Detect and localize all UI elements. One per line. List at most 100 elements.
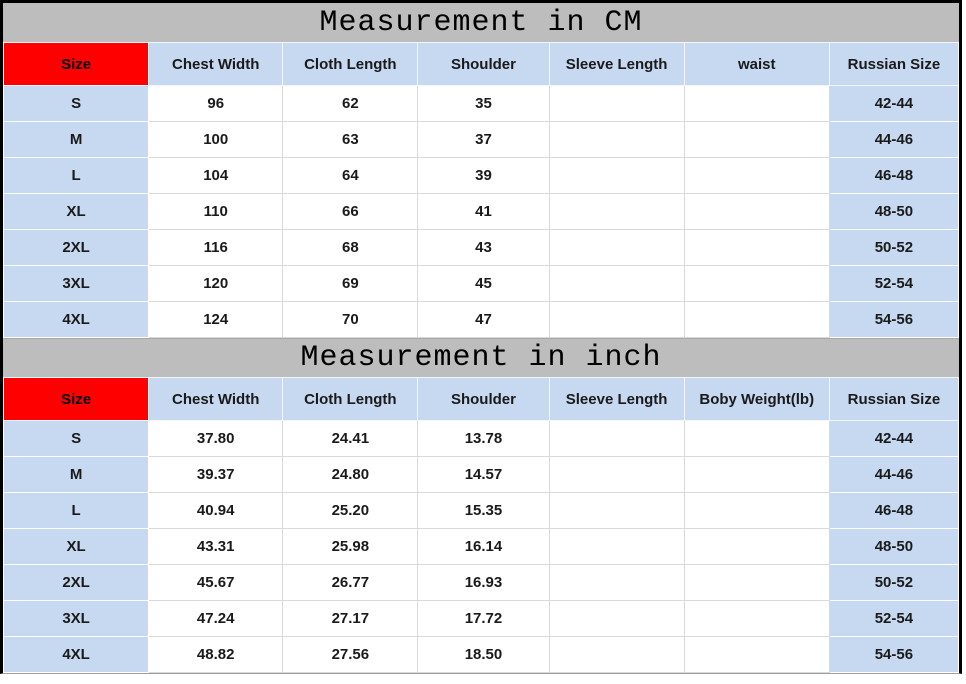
value-cell: 124 (148, 301, 284, 338)
value-cell: 64 (282, 157, 419, 194)
size-cell: 3XL (2, 600, 150, 637)
column-header: Sleeve Length (548, 42, 685, 86)
russian-size-cell: 46-48 (828, 157, 960, 194)
russian-size-cell: 50-52 (828, 564, 960, 601)
value-cell (683, 420, 830, 457)
value-cell: 27.17 (282, 600, 419, 637)
value-cell: 69 (282, 265, 419, 302)
size-cell: XL (2, 528, 150, 565)
value-cell (683, 456, 830, 493)
russian-size-cell: 52-54 (828, 600, 960, 637)
table-row: S 37.80 24.41 13.78 42-44 (2, 420, 960, 457)
value-cell: 47.24 (148, 600, 284, 637)
value-cell: 16.14 (417, 528, 550, 565)
value-cell (683, 265, 830, 302)
value-cell: 70 (282, 301, 419, 338)
value-cell: 45.67 (148, 564, 284, 601)
value-cell: 26.77 (282, 564, 419, 601)
column-header: Cloth Length (282, 377, 419, 421)
value-cell: 17.72 (417, 600, 550, 637)
size-cell: M (2, 456, 150, 493)
value-cell: 110 (148, 193, 284, 230)
russian-size-cell: 54-56 (828, 301, 960, 338)
value-cell: 37 (417, 121, 550, 158)
column-header: waist (683, 42, 830, 86)
value-cell (548, 85, 685, 122)
table-row: 3XL 120 69 45 52-54 (2, 265, 960, 302)
table-row: 3XL 47.24 27.17 17.72 52-54 (2, 600, 960, 637)
russian-size-cell: 42-44 (828, 420, 960, 457)
table-row: S 96 62 35 42-44 (2, 85, 960, 122)
value-cell: 62 (282, 85, 419, 122)
value-cell (548, 193, 685, 230)
value-cell (548, 301, 685, 338)
value-cell: 14.57 (417, 456, 550, 493)
table-row: L 104 64 39 46-48 (2, 157, 960, 194)
size-cell: 2XL (2, 229, 150, 266)
inch-measurement-table: Size Chest Width Cloth Length Shoulder Sleev… (2, 377, 960, 673)
table-row: M 100 63 37 44-46 (2, 121, 960, 158)
value-cell: 16.93 (417, 564, 550, 601)
value-cell: 41 (417, 193, 550, 230)
russian-size-cell: 52-54 (828, 265, 960, 302)
size-cell: L (2, 157, 150, 194)
value-cell: 48.82 (148, 636, 284, 673)
size-column-header: Size (2, 42, 150, 86)
value-cell (548, 528, 685, 565)
value-cell: 43.31 (148, 528, 284, 565)
value-cell (548, 492, 685, 529)
value-cell: 120 (148, 265, 284, 302)
value-cell (548, 636, 685, 673)
value-cell: 104 (148, 157, 284, 194)
column-header: Shoulder (417, 42, 550, 86)
size-cell: XL (2, 193, 150, 230)
value-cell: 25.20 (282, 492, 419, 529)
value-cell: 116 (148, 229, 284, 266)
column-header: Shoulder (417, 377, 550, 421)
table-row: 4XL 124 70 47 54-56 (2, 301, 960, 338)
cm-table-title: Measurement in CM (3, 3, 959, 42)
value-cell: 13.78 (417, 420, 550, 457)
value-cell: 100 (148, 121, 284, 158)
table-row: 2XL 116 68 43 50-52 (2, 229, 960, 266)
inch-table-title: Measurement in inch (3, 338, 959, 377)
russian-size-cell: 44-46 (828, 121, 960, 158)
value-cell (548, 229, 685, 266)
cm-header-row: Size Chest Width Cloth Length Shoulder Sleev… (2, 42, 960, 86)
table-row: 4XL 48.82 27.56 18.50 54-56 (2, 636, 960, 673)
value-cell (683, 301, 830, 338)
size-column-header: Size (2, 377, 150, 421)
table-row: XL 110 66 41 48-50 (2, 193, 960, 230)
value-cell (548, 157, 685, 194)
cm-table-body: S 96 62 35 42-44 M 100 63 37 44-46 L 104 64 39 46-48 XL… (2, 85, 960, 338)
size-cell: S (2, 420, 150, 457)
size-cell: M (2, 121, 150, 158)
table-row: 2XL 45.67 26.77 16.93 50-52 (2, 564, 960, 601)
value-cell: 27.56 (282, 636, 419, 673)
size-cell: S (2, 85, 150, 122)
size-cell: 4XL (2, 636, 150, 673)
column-header: Sleeve Length (548, 377, 685, 421)
value-cell (548, 600, 685, 637)
value-cell (683, 157, 830, 194)
table-row: M 39.37 24.80 14.57 44-46 (2, 456, 960, 493)
column-header: Chest Width (148, 377, 284, 421)
column-header: Chest Width (148, 42, 284, 86)
table-row: XL 43.31 25.98 16.14 48-50 (2, 528, 960, 565)
russian-size-cell: 54-56 (828, 636, 960, 673)
value-cell: 39 (417, 157, 550, 194)
value-cell: 15.35 (417, 492, 550, 529)
value-cell: 96 (148, 85, 284, 122)
value-cell (683, 492, 830, 529)
table-row: L 40.94 25.20 15.35 46-48 (2, 492, 960, 529)
value-cell: 18.50 (417, 636, 550, 673)
value-cell: 24.80 (282, 456, 419, 493)
value-cell (683, 636, 830, 673)
value-cell: 66 (282, 193, 419, 230)
russian-size-cell: 42-44 (828, 85, 960, 122)
value-cell: 25.98 (282, 528, 419, 565)
value-cell (548, 456, 685, 493)
russian-size-cell: 44-46 (828, 456, 960, 493)
value-cell: 39.37 (148, 456, 284, 493)
value-cell: 47 (417, 301, 550, 338)
